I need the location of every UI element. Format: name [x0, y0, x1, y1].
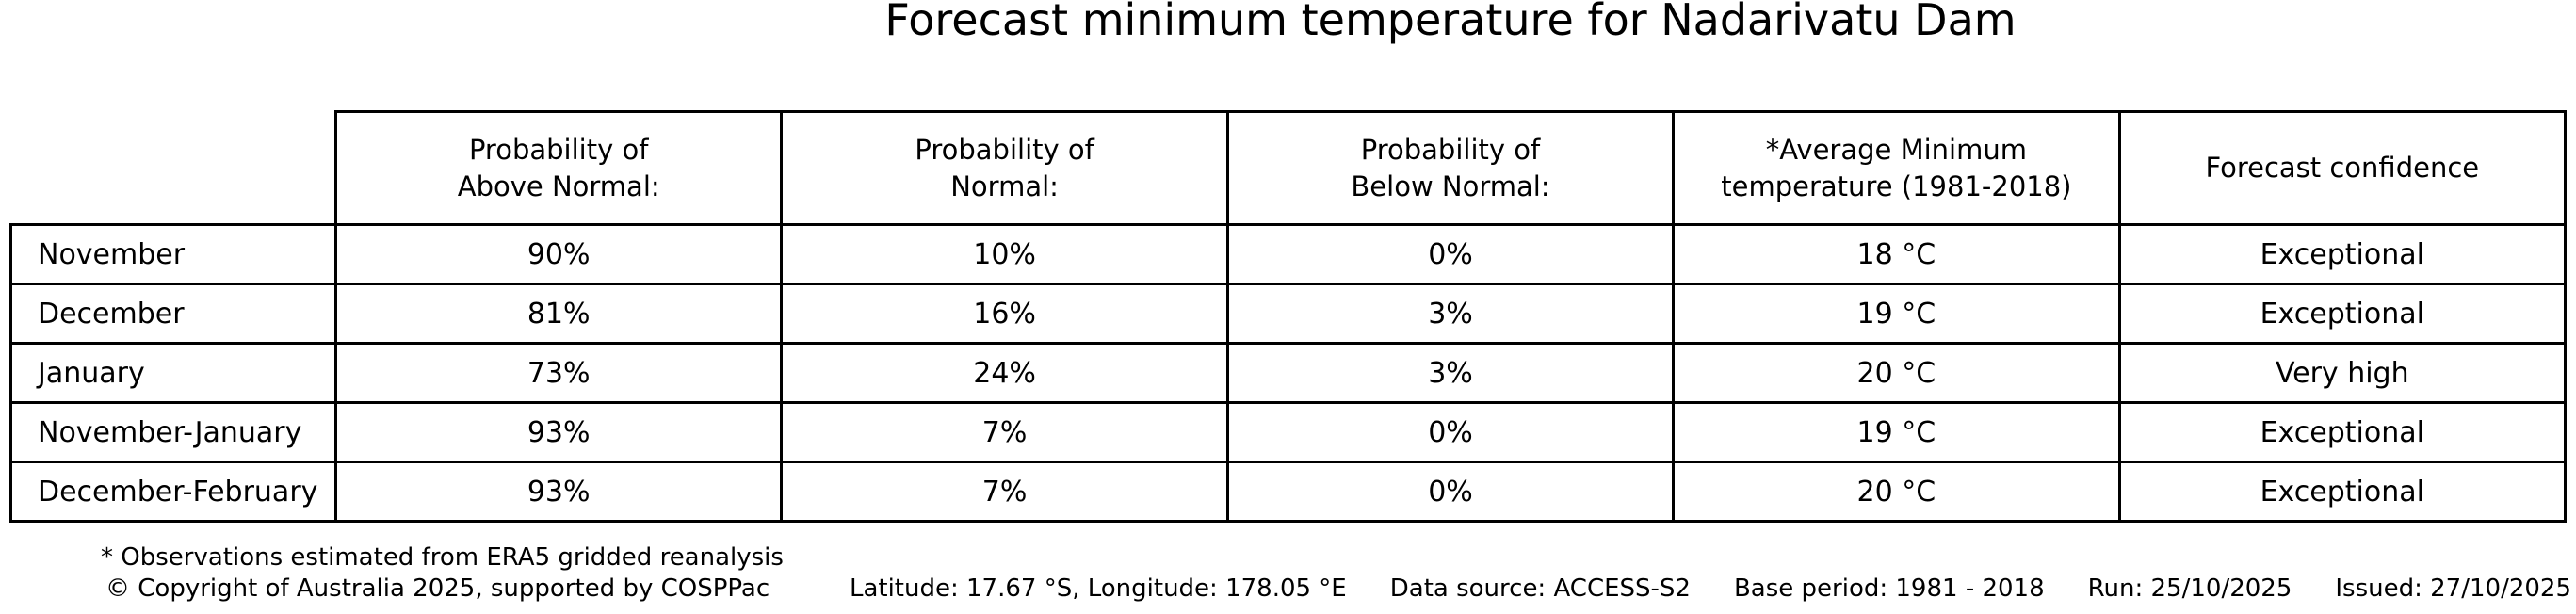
cell-december-prob-normal: 16%: [783, 285, 1226, 342]
cell-november-avg-min-temp: 18 °C: [1675, 226, 2118, 283]
base-period-text: Base period: 1981 - 2018: [1733, 574, 2045, 603]
row-label-november: November: [12, 226, 334, 283]
cell-december-prob-above: 81%: [337, 285, 781, 342]
era5-footnote: * Observations estimated from ERA5 gridd…: [101, 543, 784, 572]
row-label-november-january: November-January: [12, 404, 334, 460]
cell-november-january-avg-min-temp: 19 °C: [1675, 404, 2118, 460]
row-label-december-february: December-February: [12, 463, 334, 520]
column-header-average-minimum-temperature: *Average Minimum temperature (1981-2018): [1675, 113, 2118, 223]
footer-right-group: Latitude: 17.67 °S, Longitude: 178.05 °E…: [850, 574, 2571, 603]
cell-december-february-prob-above: 93%: [337, 463, 781, 520]
cell-december-february-confidence: Exceptional: [2120, 463, 2564, 520]
cell-december-february-prob-below: 0%: [1228, 463, 1673, 520]
copyright-text: © Copyright of Australia 2025, supported…: [105, 574, 770, 603]
column-header-forecast-confidence: Forecast confidence: [2120, 113, 2564, 223]
table-header-row: Probability of Above Normal: Probability…: [334, 110, 2567, 226]
data-source-text: Data source: ACCESS-S2: [1389, 574, 1691, 603]
cell-december-february-prob-normal: 7%: [783, 463, 1226, 520]
cell-january-confidence: Very high: [2120, 345, 2564, 401]
cell-november-prob-above: 90%: [337, 226, 781, 283]
cell-november-january-prob-normal: 7%: [783, 404, 1226, 460]
issued-date-text: Issued: 27/10/2025: [2335, 574, 2571, 603]
cell-november-prob-below: 0%: [1228, 226, 1673, 283]
cell-january-prob-above: 73%: [337, 345, 781, 401]
cell-november-prob-normal: 10%: [783, 226, 1226, 283]
table-body: November 90% 10% 0% 18 °C Exceptional De…: [9, 223, 2567, 523]
cell-december-prob-below: 3%: [1228, 285, 1673, 342]
row-label-january: January: [12, 345, 334, 401]
cell-january-prob-normal: 24%: [783, 345, 1226, 401]
row-label-december: December: [12, 285, 334, 342]
location-text: Latitude: 17.67 °S, Longitude: 178.05 °E: [849, 574, 1347, 603]
cell-november-confidence: Exceptional: [2120, 226, 2564, 283]
cell-december-february-avg-min-temp: 20 °C: [1675, 463, 2118, 520]
run-date-text: Run: 25/10/2025: [2087, 574, 2292, 603]
cell-november-january-confidence: Exceptional: [2120, 404, 2564, 460]
cell-january-avg-min-temp: 20 °C: [1675, 345, 2118, 401]
cell-january-prob-below: 3%: [1228, 345, 1673, 401]
column-header-above-normal: Probability of Above Normal:: [337, 113, 781, 223]
cell-november-january-prob-below: 0%: [1228, 404, 1673, 460]
footer-metadata-line: © Copyright of Australia 2025, supported…: [105, 574, 2571, 603]
page-title: Forecast minimum temperature for Nadariv…: [884, 0, 2017, 45]
column-header-normal: Probability of Normal:: [783, 113, 1226, 223]
cell-december-confidence: Exceptional: [2120, 285, 2564, 342]
column-header-below-normal: Probability of Below Normal:: [1228, 113, 1673, 223]
cell-november-january-prob-above: 93%: [337, 404, 781, 460]
cell-december-avg-min-temp: 19 °C: [1675, 285, 2118, 342]
